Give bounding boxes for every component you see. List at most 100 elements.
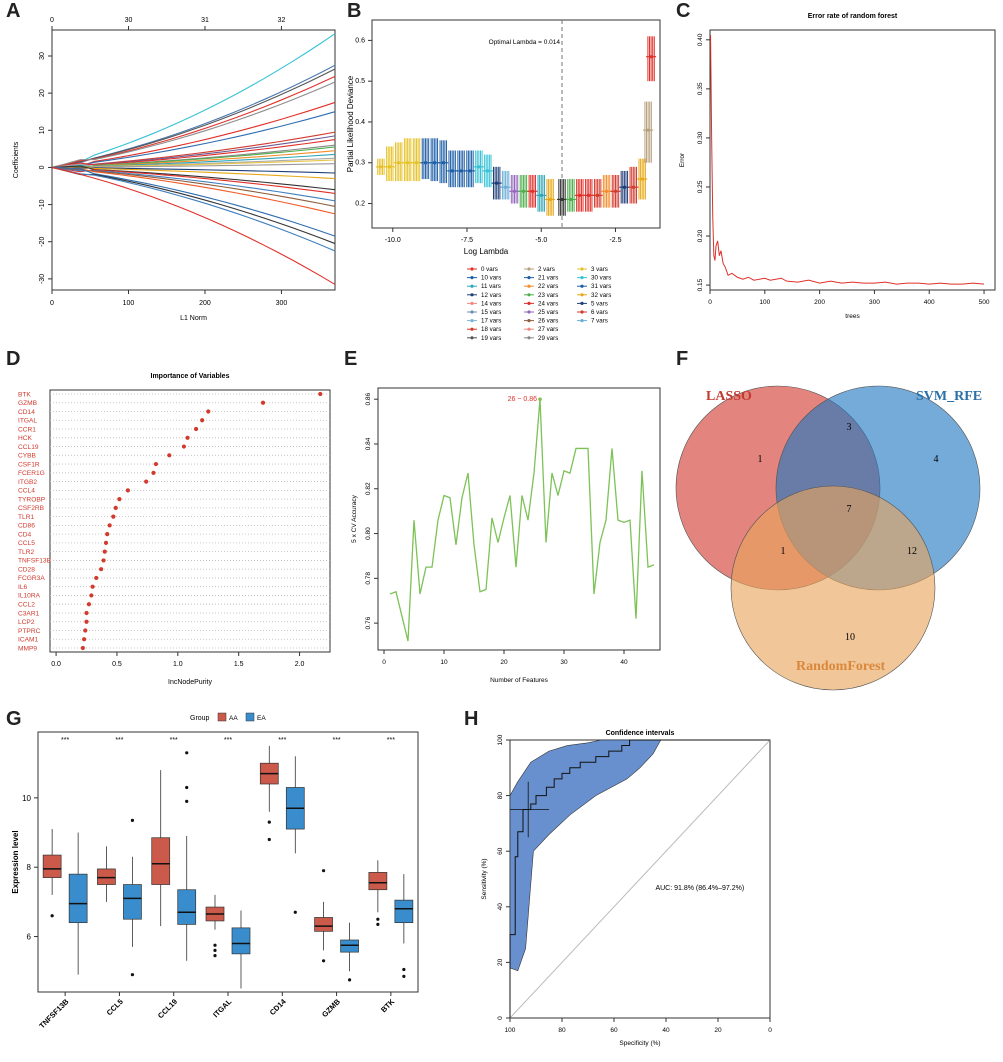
legend-label: AA <box>229 715 238 722</box>
legend-swatch <box>470 327 474 331</box>
legend-swatch <box>470 310 474 314</box>
importance-dot <box>80 645 85 651</box>
coefficient-path-line <box>51 166 336 194</box>
legend-label: 18 vars <box>481 326 501 333</box>
coefficient-path-line <box>51 166 336 237</box>
variable-label: IL6 <box>18 584 27 591</box>
legend-label: 14 vars <box>481 300 501 307</box>
venn-region-count: 10 <box>845 632 855 643</box>
variable-label: LCP2 <box>18 619 35 626</box>
x-tick-label: TNFSF13B <box>37 997 71 1031</box>
x-axis-label: Log Lambda <box>464 247 509 256</box>
panel-d-importance-chart: Importance of VariablesBTKGZMBCD14ITGALC… <box>18 373 331 686</box>
importance-dot <box>153 461 159 467</box>
panel-h-roc-chart: Confidence intervals AUC: 91.8% (86.4%–97… <box>481 730 772 1047</box>
box-outlier <box>293 910 297 914</box>
x-tick-label: 400 <box>924 299 935 306</box>
y-tick-label: 0 <box>497 1016 504 1020</box>
y-tick-label: 40 <box>497 903 504 911</box>
legend-label: 22 vars <box>538 283 558 290</box>
coefficient-path-line <box>51 166 336 202</box>
x-tick-label: ITGAL <box>211 997 234 1020</box>
box-outlier <box>130 818 135 822</box>
y-tick-label: 30 <box>39 52 46 60</box>
y-tick-label: 60 <box>497 847 504 855</box>
variable-label: GZMB <box>18 400 38 407</box>
variable-label: TNFSF13B <box>18 558 52 565</box>
y-tick-label: 0.20 <box>697 229 704 242</box>
coefficient-path-line <box>51 166 336 252</box>
panel-label-d: D <box>6 348 21 370</box>
variable-label: FCGR3A <box>18 575 45 582</box>
importance-dot <box>185 435 190 440</box>
mean-point <box>578 193 582 197</box>
venn-set-label: SVM_RFE <box>916 389 982 404</box>
importance-dot <box>181 444 187 449</box>
error-rate-line <box>710 34 985 285</box>
importance-dot <box>167 453 172 458</box>
y-tick-label: 80 <box>497 792 504 800</box>
x-axis-label: Number of Features <box>490 677 549 684</box>
importance-dot <box>107 523 112 528</box>
x-tick-label: -7.5 <box>461 237 473 244</box>
panel-label-g: G <box>6 708 22 730</box>
mean-point <box>504 185 508 189</box>
best-point <box>538 397 542 401</box>
venn-region-count: 4 <box>934 454 939 465</box>
y-axis-label: 5 x CV Accuracy <box>351 494 358 542</box>
variable-label: TLR2 <box>18 549 34 556</box>
y-tick-label: -20 <box>39 237 46 247</box>
importance-dot <box>318 391 323 397</box>
coefficient-path-line <box>51 68 336 168</box>
panel-label-a: A <box>6 0 21 22</box>
y-tick-label: 20 <box>497 958 504 966</box>
importance-dot <box>102 549 107 554</box>
mean-point <box>649 55 653 59</box>
significance-label: *** <box>278 737 286 744</box>
y-tick-label: 0.6 <box>355 37 365 44</box>
significance-label: *** <box>61 737 69 744</box>
plot-frame <box>37 731 419 993</box>
variable-label: CCL4 <box>18 488 35 495</box>
variable-label: CYBB <box>18 453 37 460</box>
box-body <box>151 837 171 885</box>
coefficient-path-line <box>51 166 336 285</box>
box-body <box>368 872 388 891</box>
box-outlier <box>347 978 352 982</box>
roc-curve <box>509 739 770 1018</box>
venn-region-count: 1 <box>758 454 763 465</box>
plot-frame <box>709 29 996 291</box>
variable-label: C3AR1 <box>18 610 40 617</box>
chart-title: Confidence intervals <box>606 730 675 737</box>
panel-label-c: C <box>676 0 691 22</box>
legend-swatch <box>580 319 584 323</box>
mean-point <box>569 197 573 202</box>
importance-dot <box>125 488 131 493</box>
y-tick-label: 0.78 <box>365 572 372 585</box>
box-body <box>314 917 333 932</box>
importance-dot <box>84 619 89 624</box>
legend-swatch <box>217 712 227 722</box>
mean-point <box>450 169 454 173</box>
mean-point <box>379 165 383 169</box>
importance-dot <box>94 575 99 581</box>
y-axis-label: Error <box>679 152 686 167</box>
y-tick-label: 0.35 <box>697 82 704 95</box>
importance-dot <box>84 610 89 616</box>
legend-swatch <box>527 327 531 331</box>
top-tick-label: 31 <box>201 17 209 24</box>
variable-label: TLR1 <box>18 514 34 521</box>
y-tick-label: 0.15 <box>697 278 704 291</box>
legend-label: EA <box>257 715 266 722</box>
x-tick-label: BTK <box>379 997 397 1015</box>
legend-swatch <box>527 284 531 288</box>
legend-label: 23 vars <box>538 292 558 299</box>
mean-point <box>613 189 618 193</box>
coefficient-path-line <box>51 75 336 168</box>
x-tick-label: 0 <box>382 659 386 666</box>
y-tick-label: 0.40 <box>697 33 704 46</box>
importance-dot <box>113 505 118 510</box>
legend-swatch <box>470 276 474 280</box>
x-tick-label: 60 <box>610 1027 618 1034</box>
importance-dot <box>81 637 87 642</box>
